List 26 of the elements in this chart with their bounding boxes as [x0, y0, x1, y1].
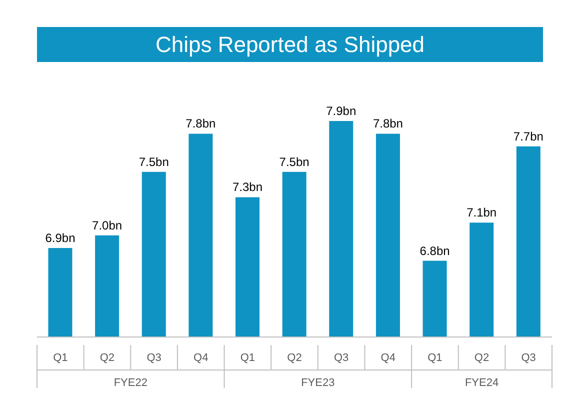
data-label: 7.8bn: [186, 116, 216, 131]
x-tick-label: Q3: [334, 352, 349, 364]
data-label: 7.5bn: [279, 154, 310, 169]
x-tick-label: Q2: [100, 352, 115, 364]
x-tick-label: Q1: [53, 352, 68, 364]
text: FYE23: [301, 377, 335, 389]
data-label: 7.7bn: [513, 129, 544, 144]
data-label: 6.8bn: [420, 244, 450, 258]
data-label: 7.9bn: [326, 104, 356, 118]
x-tick-label: Q2: [287, 352, 302, 364]
data-label: 7.3bn: [232, 180, 263, 194]
text: FYE24: [464, 377, 499, 389]
x-tick-label: Q1: [428, 352, 442, 364]
x-tick-label: Q4: [380, 352, 396, 364]
data-label: 6.9bn: [45, 231, 76, 246]
data-label: 7.1bn: [466, 206, 497, 220]
data-label: 7.0bn: [92, 218, 122, 232]
x-tick-label: Q4: [194, 352, 208, 364]
x-tick-label: Q2: [474, 352, 490, 364]
chart-title: Chips Reported as Shipped: [37, 27, 543, 62]
x-tick-label: Q3: [521, 352, 536, 364]
x-tick-label: Q1: [240, 352, 256, 364]
text: FYE22: [114, 377, 148, 389]
x-tick-label: Q3: [146, 352, 162, 364]
data-label: 7.5bn: [138, 154, 169, 169]
data-label: 7.8bn: [372, 116, 403, 131]
